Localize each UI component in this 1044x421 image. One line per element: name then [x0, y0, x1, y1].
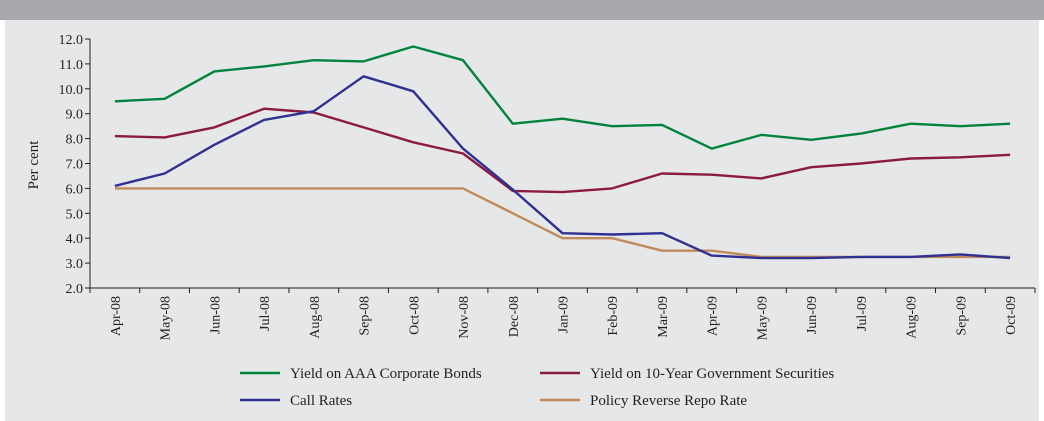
x-tick-label: Aug-09 — [905, 296, 920, 339]
y-tick-label: 11.0 — [59, 58, 83, 73]
x-tick-label: Oct-09 — [1004, 296, 1019, 335]
series-line-1 — [114, 107, 1011, 194]
y-tick-label: 4.0 — [66, 232, 84, 247]
x-tick-label: Sep-09 — [954, 296, 969, 336]
x-tick-label: Jun-08 — [208, 296, 223, 334]
x-tick-label: Aug-08 — [308, 296, 323, 339]
x-tick-label: Feb-09 — [606, 296, 621, 336]
legend-label-0: Yield on AAA Corporate Bonds — [290, 366, 482, 382]
x-tick-label: Oct-08 — [407, 296, 422, 335]
series-line-0 — [114, 45, 1011, 150]
y-axis-title: Per cent — [26, 140, 42, 190]
series-line-3 — [114, 187, 1011, 259]
x-tick-label: May-08 — [159, 296, 174, 340]
series-layer — [114, 45, 1011, 260]
x-tick-label: Mar-09 — [656, 296, 671, 338]
x-tick-label: May-09 — [755, 296, 770, 340]
y-tick-label: 5.0 — [66, 207, 84, 222]
series-line-2 — [114, 75, 1011, 260]
y-tick-label: 3.0 — [66, 257, 84, 272]
y-tick-label: 12.0 — [59, 33, 84, 48]
x-tick-label: Apr-08 — [109, 296, 124, 336]
legend: Yield on AAA Corporate Bonds Yield on 10-… — [240, 366, 834, 409]
x-tick-label: Jul-09 — [855, 296, 870, 331]
x-tick-label: Nov-08 — [457, 296, 472, 339]
legend-label-2: Call Rates — [290, 393, 352, 409]
x-tick-label: Apr-09 — [706, 296, 721, 336]
chart-panel — [5, 20, 1039, 421]
x-tick-label: Jul-08 — [258, 296, 273, 331]
x-tick-label: Dec-08 — [507, 296, 522, 337]
legend-label-1: Yield on 10-Year Government Securities — [590, 366, 834, 382]
y-tick-label: 8.0 — [66, 133, 84, 148]
header-bar — [0, 0, 1044, 20]
y-tick-label: 6.0 — [66, 182, 84, 197]
y-tick-label: 9.0 — [66, 108, 84, 123]
y-tick-label: 2.0 — [66, 282, 84, 297]
axes: 2.0 3.0 4.0 5.0 6.0 7.0 8.0 9.0 10.0 11.0 12.0 Apr-… — [59, 33, 1036, 340]
x-tick-label: Jun-09 — [805, 296, 820, 334]
x-tick-label: Jan-09 — [557, 296, 572, 333]
y-tick-label: 10.0 — [59, 83, 84, 98]
x-tick-label: Sep-08 — [358, 296, 373, 336]
legend-label-3: Policy Reverse Repo Rate — [590, 393, 747, 409]
y-tick-label: 7.0 — [66, 158, 84, 173]
